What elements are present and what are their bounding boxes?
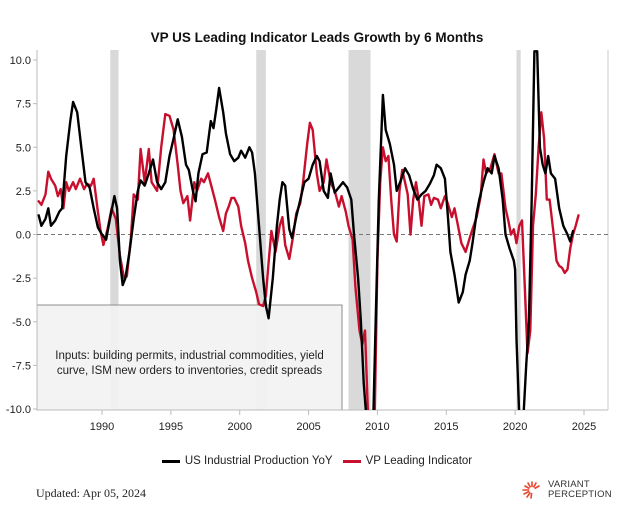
series-lines	[37, 50, 580, 410]
y-tick-label: 7.5	[16, 99, 31, 111]
recession-band	[256, 50, 266, 410]
y-tick-label: -10.0	[6, 404, 31, 416]
chart-svg: Inputs: building permits, industrial com…	[6, 50, 609, 433]
chart-title: VP US Leading Indicator Leads Growth by …	[150, 30, 484, 45]
annotation-text-line: curve, ISM new orders to inventories, cr…	[57, 365, 323, 377]
x-tick-label: 2005	[296, 421, 320, 433]
recession-band	[110, 50, 119, 410]
legend: US Industrial Production YoY VP Leading …	[0, 455, 634, 467]
logo-line-2: PERCEPTION	[548, 489, 612, 500]
y-tick-label: -2.5	[12, 273, 31, 285]
logo-text: VARIANT PERCEPTION	[548, 480, 612, 500]
annotation-text-line: Inputs: building permits, industrial com…	[55, 350, 323, 362]
legend-label: US Industrial Production YoY	[184, 455, 333, 467]
x-tick-label: 2015	[434, 421, 458, 433]
y-tick-label: 2.5	[16, 186, 31, 198]
y-tick-label: -7.5	[12, 360, 31, 372]
legend-item-industrial-production[interactable]: US Industrial Production YoY	[161, 455, 333, 467]
updated-date: Updated: Apr 05, 2024	[36, 486, 146, 500]
x-tick-label: 2010	[365, 421, 389, 433]
annotation-box: Inputs: building permits, industrial com…	[36, 304, 343, 411]
axes: 10.0 7.5 5.0 2.5 0.0 -2.5 -5.0 -7.5 -10.0 1990 199…	[6, 50, 609, 433]
x-tick-label: 1990	[90, 421, 114, 433]
x-tick-label: 2020	[503, 421, 527, 433]
annotation-box-rect	[36, 304, 343, 411]
variant-perception-logo: VARIANT PERCEPTION	[520, 480, 612, 500]
legend-swatch-red	[342, 459, 361, 463]
sunburst-logo-icon	[522, 481, 540, 499]
x-tick-label: 1995	[159, 421, 183, 433]
legend-swatch-black	[161, 459, 180, 463]
x-tick-label: 2025	[572, 421, 596, 433]
y-tick-label: 0.0	[16, 230, 31, 242]
legend-label: VP Leading Indicator	[365, 455, 473, 467]
legend-item-vp-leading-indicator[interactable]: VP Leading Indicator	[342, 455, 473, 467]
series-line-industrial-production	[37, 50, 575, 410]
logo-line-1: VARIANT	[548, 479, 590, 490]
recession-band	[348, 50, 371, 410]
x-tick-label: 2000	[227, 421, 251, 433]
y-tick-label: 10.0	[10, 55, 31, 67]
y-tick-label: -5.0	[12, 317, 31, 329]
y-tick-label: 5.0	[16, 142, 31, 154]
